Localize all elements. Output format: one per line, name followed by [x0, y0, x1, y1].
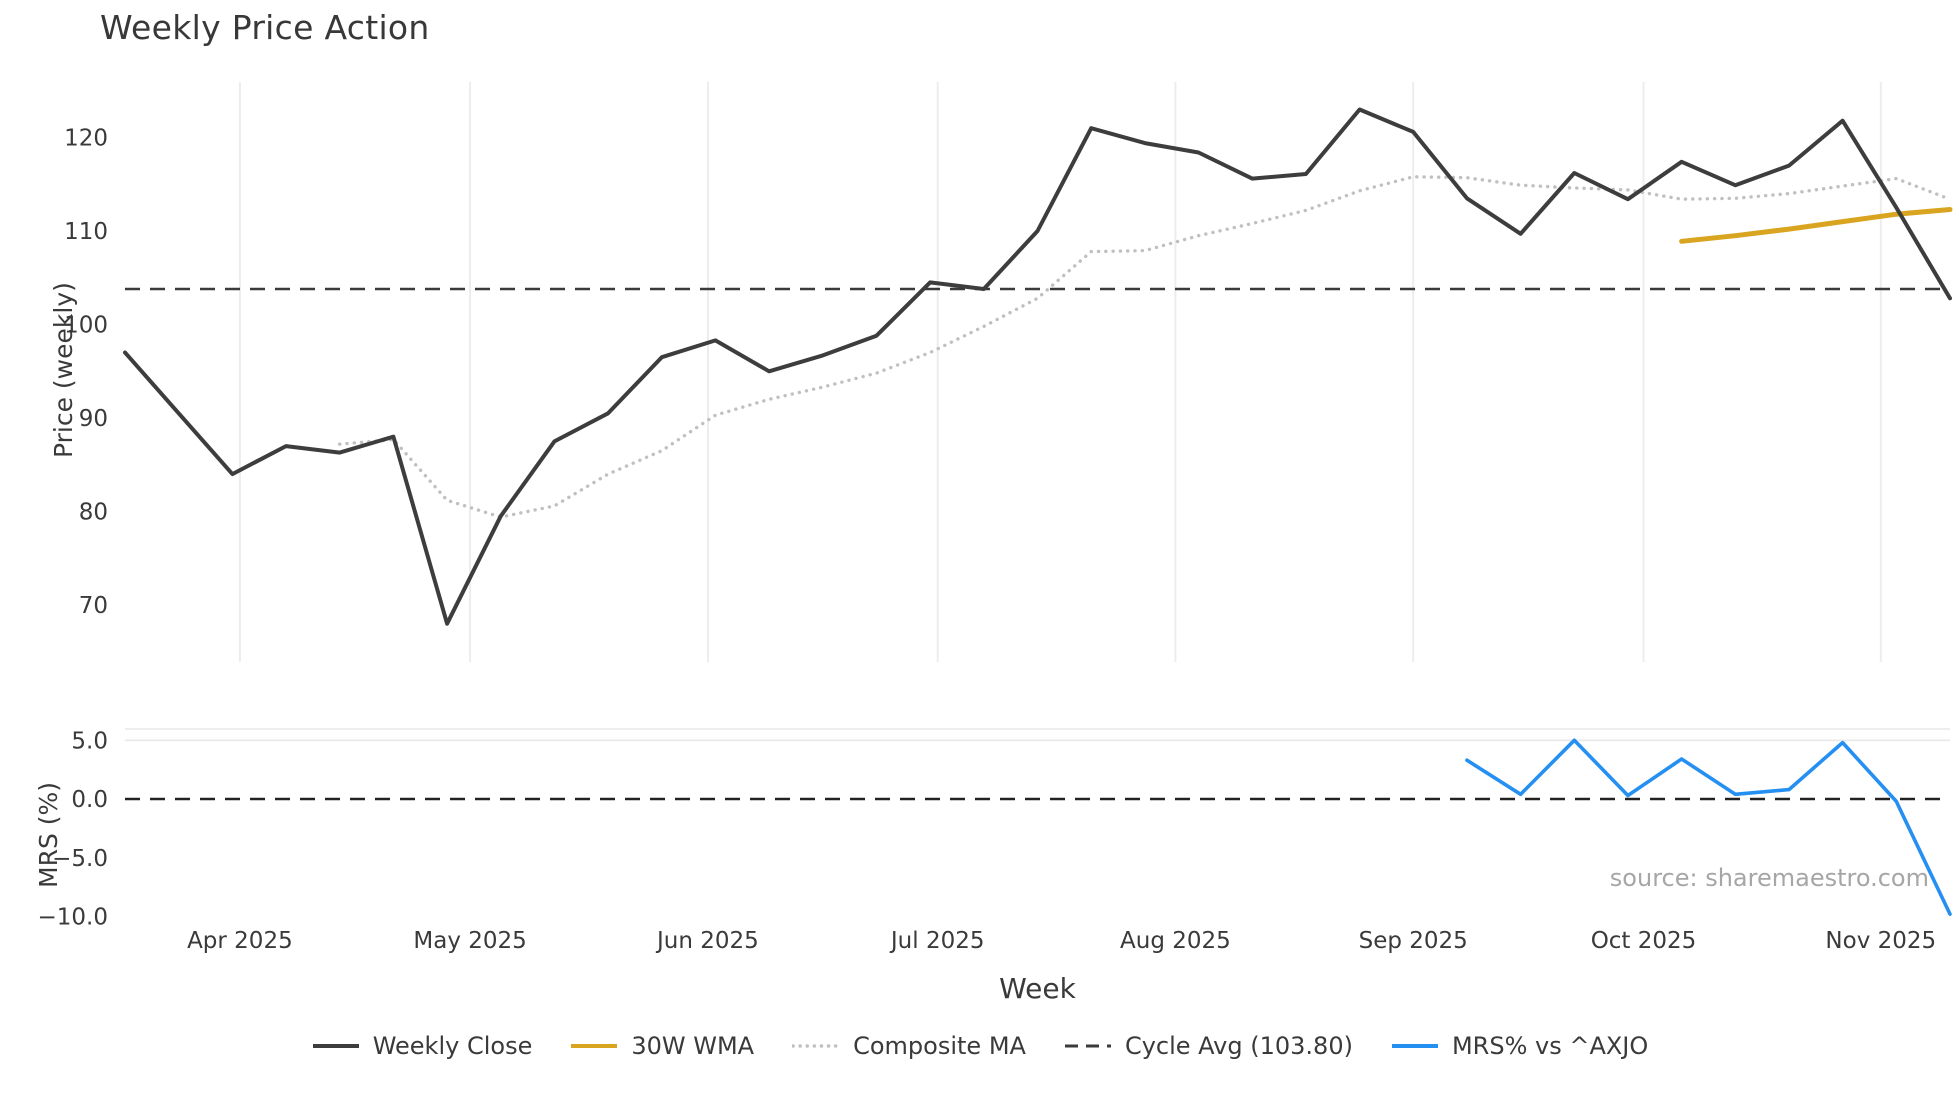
price-ytick-70: 70 [79, 593, 108, 619]
legend-item-weekly-close: Weekly Close [312, 1032, 533, 1060]
mrs-ytick-5-0: 5.0 [71, 728, 108, 754]
legend-swatch-dashed-line-icon [1064, 1044, 1111, 1048]
legend-swatch-dotted-line-icon [792, 1044, 841, 1048]
mrs-ytick-10-0: −10.0 [38, 905, 108, 931]
x-tick-jun-2025: Jun 2025 [655, 928, 759, 954]
x-tick-oct-2025: Oct 2025 [1591, 928, 1697, 954]
mrs-ytick-5-0: −5.0 [52, 846, 108, 872]
price-ytick-120: 120 [64, 126, 108, 152]
series-30w-wma [1679, 207, 1953, 244]
price-axis-label: Price (weekly) [49, 282, 78, 458]
series-composite-ma [338, 175, 1952, 519]
legend-item-30w-wma: 30W WMA [570, 1032, 754, 1060]
series-mrs-vs-axjo [1465, 738, 1952, 916]
x-tick-sep-2025: Sep 2025 [1359, 928, 1468, 954]
price-ytick-90: 90 [79, 406, 108, 432]
legend-swatch-solid-line-icon [312, 1044, 359, 1048]
legend: Weekly Close 30W WMA Composite MA Cycle Avg… [0, 1032, 1960, 1060]
legend-label: Cycle Avg (103.80) [1124, 1032, 1353, 1060]
mrs-axis-label: MRS (%) [34, 781, 63, 888]
price-ytick-100: 100 [64, 313, 108, 339]
source-note: source: sharemaestro.com [1609, 864, 1929, 892]
legend-swatch-solid-line-icon [1391, 1044, 1438, 1048]
x-axis-label: Week [999, 972, 1076, 1005]
series-weekly-close [123, 107, 1952, 626]
x-tick-may-2025: May 2025 [413, 928, 526, 954]
legend-item-cycle-avg-103-80: Cycle Avg (103.80) [1064, 1032, 1353, 1060]
legend-label: Composite MA [853, 1032, 1026, 1060]
price-ytick-80: 80 [79, 500, 108, 526]
legend-item-composite-ma: Composite MA [792, 1032, 1026, 1060]
price-ytick-110: 110 [64, 219, 108, 245]
x-tick-nov-2025: Nov 2025 [1825, 928, 1936, 954]
x-tick-aug-2025: Aug 2025 [1120, 928, 1231, 954]
legend-swatch-solid-line-icon [571, 1044, 618, 1048]
x-tick-jul-2025: Jul 2025 [889, 928, 985, 954]
legend-label: MRS% vs ^AXJO [1451, 1032, 1649, 1060]
mrs-ytick-0-0: 0.0 [71, 787, 108, 813]
legend-label: Weekly Close [372, 1032, 533, 1060]
chart-title: Weekly Price Action [100, 8, 430, 47]
legend-item-mrs-vs-axjo: MRS% vs ^AXJO [1391, 1032, 1648, 1060]
x-tick-apr-2025: Apr 2025 [187, 928, 293, 954]
legend-label: 30W WMA [631, 1032, 755, 1060]
